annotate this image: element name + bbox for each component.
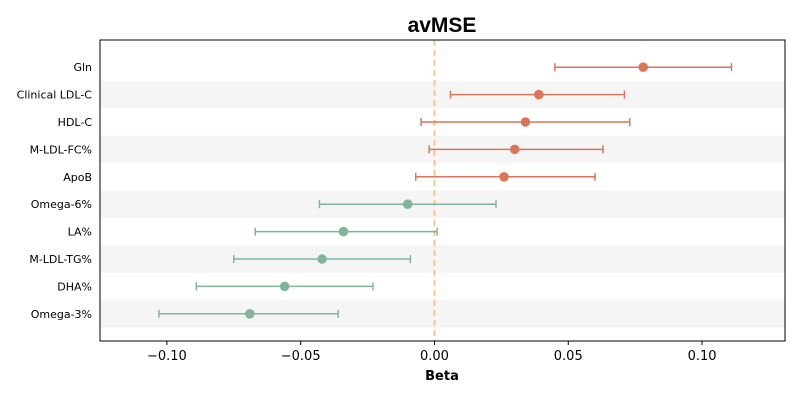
plot-frame [99,39,786,342]
x-tick-label: 0.05 [554,349,583,364]
beta-point [245,309,255,319]
x-tick-label: 0.10 [688,349,717,364]
y-tick-label: Clinical LDL-C [17,89,93,102]
beta-point [317,254,327,264]
y-tick-label: M-LDL-TG% [29,253,92,266]
beta-point [534,89,544,100]
row-band [100,245,785,273]
y-tick-label: Omega-3% [31,308,92,321]
row-band [100,80,785,109]
y-tick-label: ApoB [63,171,92,184]
beta-point [520,117,531,127]
beta-point [509,144,520,155]
chart-title: avMSE [408,14,477,37]
y-tick-label: M-LDL-FC% [30,143,92,156]
beta-point [638,62,648,72]
y-tick-label: HDL-C [58,116,93,129]
beta-point [338,226,349,237]
y-tick-label: DHA% [57,280,92,293]
beta-point [499,172,509,182]
x-axis-ticks: −0.10 −0.05 0.00 0.05 0.10 [147,341,717,364]
y-axis-labels: Gln Clinical LDL-C HDL-C M-LDL-FC% ApoB Omega… [17,61,93,321]
x-tick-label: −0.10 [147,349,187,364]
y-tick-label: Gln [73,61,92,74]
x-tick-label: 0.00 [420,349,449,364]
x-axis-label: Beta [425,369,459,384]
beta-point [279,281,290,292]
y-tick-label: Omega-6% [31,198,92,211]
x-tick-label: −0.05 [281,349,321,364]
y-tick-label: LA% [68,226,92,239]
beta-point [402,199,413,209]
plot-marks [158,62,733,319]
